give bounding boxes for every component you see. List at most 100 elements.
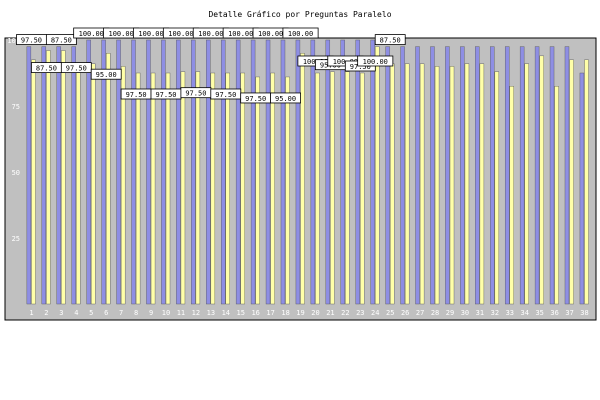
bar <box>370 39 375 305</box>
bar <box>479 63 485 305</box>
x-tick-label: 23 <box>356 309 364 317</box>
x-tick-label: 21 <box>326 309 334 317</box>
y-tick-label: 75 <box>12 103 20 111</box>
data-label: 100.00 <box>288 30 313 38</box>
x-tick-label: 38 <box>580 309 588 317</box>
bar <box>419 63 425 305</box>
bar <box>400 46 405 305</box>
bar <box>265 39 271 305</box>
x-tick-label: 1 <box>29 309 33 317</box>
bar <box>176 39 181 305</box>
data-label: 97.50 <box>155 91 176 99</box>
bar <box>280 39 286 305</box>
bar <box>430 46 435 305</box>
x-tick-label: 18 <box>281 309 289 317</box>
x-tick-label: 5 <box>89 309 93 317</box>
data-label: 100.00 <box>168 30 193 38</box>
x-tick-label: 28 <box>431 309 439 317</box>
data-label-box <box>282 27 319 39</box>
x-tick-label: 12 <box>192 309 200 317</box>
bar <box>180 71 186 305</box>
data-label-box <box>357 55 394 67</box>
bar <box>61 50 66 305</box>
x-tick-label: 22 <box>341 309 349 317</box>
bar <box>135 72 141 305</box>
x-tick-label: 35 <box>535 309 543 317</box>
bar <box>255 76 260 305</box>
x-tick-label: 15 <box>237 309 245 317</box>
y-tick-label: 25 <box>12 235 20 243</box>
y-tick-label: 100 <box>7 37 20 45</box>
x-tick-label: 16 <box>251 309 259 317</box>
x-tick-label: 17 <box>266 309 274 317</box>
data-label: 97.50 <box>21 37 42 45</box>
data-label: 97.50 <box>350 63 371 71</box>
bar <box>375 46 380 305</box>
data-label-box <box>270 92 301 104</box>
bar <box>225 72 230 305</box>
bar <box>415 46 420 305</box>
bar <box>360 72 365 305</box>
data-label: 100.00 <box>258 30 283 38</box>
data-label: 100.00 <box>228 30 253 38</box>
bar <box>390 63 395 305</box>
data-label-box <box>374 34 406 45</box>
x-tick-label: 36 <box>550 309 558 317</box>
bar <box>325 39 331 305</box>
bar <box>315 72 320 305</box>
x-tick-label: 24 <box>371 309 379 317</box>
bar <box>504 46 510 305</box>
x-tick-label: 30 <box>461 309 469 317</box>
data-label: 97.50 <box>245 95 266 103</box>
bar <box>235 39 241 305</box>
data-label: 97.50 <box>126 91 147 99</box>
x-tick-label: 3 <box>59 309 63 317</box>
x-tick-label: 8 <box>134 309 138 317</box>
data-label: 95.00 <box>275 95 296 103</box>
bar <box>310 39 316 305</box>
bar <box>464 63 470 305</box>
data-label: 100.00 <box>363 58 388 66</box>
bar <box>534 46 540 305</box>
x-tick-label: 37 <box>565 309 573 317</box>
bar <box>195 71 201 305</box>
bar <box>106 53 111 305</box>
bar <box>564 46 570 305</box>
bar <box>554 85 559 305</box>
bar <box>120 66 126 305</box>
data-label: 95.00 <box>96 71 117 79</box>
bar <box>146 39 151 305</box>
data-label: 87.50 <box>36 65 57 73</box>
bar <box>494 71 500 305</box>
bar <box>445 46 450 305</box>
x-tick-label: 13 <box>207 309 215 317</box>
bar <box>101 39 106 305</box>
bar <box>475 46 480 305</box>
bar <box>71 46 76 305</box>
bar <box>91 63 96 305</box>
bar <box>524 63 529 305</box>
x-tick-label: 9 <box>149 309 153 317</box>
bar <box>449 66 455 305</box>
bar <box>295 39 301 305</box>
x-tick-label: 33 <box>506 309 514 317</box>
data-label-box <box>45 34 77 45</box>
x-tick-label: 25 <box>386 309 394 317</box>
bar <box>116 39 121 305</box>
bar <box>569 59 574 305</box>
x-tick-label: 29 <box>446 309 454 317</box>
bar <box>26 46 32 305</box>
data-label: 100.00 <box>109 30 134 38</box>
bar <box>579 72 585 305</box>
bar <box>340 39 345 305</box>
x-tick-label: 27 <box>416 309 424 317</box>
data-label: 100.00 <box>138 30 163 38</box>
bar <box>76 66 81 305</box>
bar <box>240 72 245 305</box>
chart-title: Detalle Gráfico por Preguntas Paralelo <box>208 10 392 19</box>
bar <box>191 39 196 305</box>
bar <box>46 50 51 305</box>
bar <box>31 59 36 305</box>
x-tick-label: 2 <box>44 309 48 317</box>
